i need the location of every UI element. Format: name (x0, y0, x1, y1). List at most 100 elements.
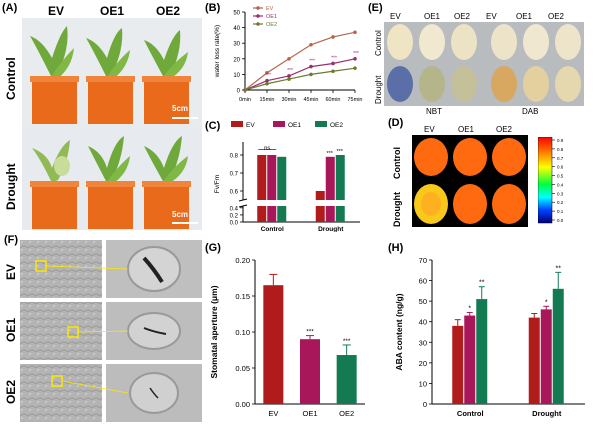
chart-water-loss: 0 10 20 30 40 50 0min 15min 30min 45min 60min 75min… (214, 6, 363, 103)
y-tick-label: 20 (233, 57, 240, 63)
y-tick-label: 0.10 (235, 328, 250, 337)
significance-mark: *** (287, 68, 293, 74)
d-col-oe2: OE2 (496, 125, 513, 134)
y-tick-label: 0.7 (230, 172, 239, 178)
bar-oe2-lower (277, 206, 287, 222)
bar-ev-upper (315, 191, 325, 200)
dab-control-leaves (491, 24, 581, 60)
stain-label-nbt: NBT (426, 107, 442, 116)
panel-b: (B) 0 10 20 30 40 50 0min 15min 30min 45min 60min 7… (205, 0, 365, 118)
e-row-control: Control (374, 30, 383, 56)
axis-break (238, 198, 248, 202)
x-tick-label: 75min (348, 97, 363, 103)
colorbar-tick-label: 0.4 (557, 182, 564, 187)
legend-swatch-oe1 (273, 121, 285, 127)
significance-mark: ** (556, 265, 562, 272)
point-oe2 (243, 88, 247, 92)
fvfm-drought-leaves (414, 184, 526, 224)
legend-label-ev: EV (246, 122, 255, 129)
fvfm-control-leaves (414, 138, 526, 176)
y-tick-label: 0.6 (230, 190, 239, 196)
x-tick-label: OE2 (339, 409, 354, 418)
scale-bar-label-control: 5cm (172, 104, 189, 113)
x-tick-label: Drought (532, 409, 562, 418)
y-tick-label: 10 (233, 73, 240, 79)
d-row-control: Control (392, 147, 402, 179)
sem-row-ev (20, 240, 202, 298)
bar-ev-upper (257, 155, 267, 200)
x-tick-label: 0min (239, 97, 251, 103)
y-tick-label: 30 (233, 42, 240, 48)
plant-drought-oe1 (86, 136, 135, 229)
point-ev (331, 35, 335, 39)
bar-oe1-lower (267, 206, 277, 222)
bar-oe2-lower (335, 206, 345, 222)
point-oe2 (353, 66, 357, 70)
axis-break (238, 204, 248, 208)
bar-ev-drought (528, 317, 540, 404)
colorbar-tick-label: 0.8 (557, 147, 564, 152)
legend-marker-oe2 (256, 22, 260, 26)
bar-ev-lower (315, 206, 325, 222)
significance-mark: * (468, 305, 471, 312)
y-tick-label: 50 (233, 11, 240, 17)
chart-fvfm: 0.0 0.20.4 0.6 0.7 0.8 Fv/Fm EV OE1 OE2 Control Dr… (214, 121, 360, 232)
bar-oe2-upper (277, 156, 287, 200)
e-col-3: EV (486, 12, 497, 21)
x-tick-label: 60min (326, 97, 341, 103)
bar-oe1-control (464, 315, 476, 404)
colorbar-tick-label: 0.2 (557, 200, 564, 205)
y-tick-label: 0.2 (230, 213, 239, 219)
x-tick-label: Control (457, 409, 484, 418)
legend-label-oe2: OE2 (330, 122, 343, 129)
point-oe1 (353, 57, 357, 61)
panel-g: (G) 0.00 0.05 0.10 0.15 0.20 Stomatal apertur… (205, 240, 373, 427)
point-ev (287, 57, 291, 61)
y-tick-label: 40 (419, 318, 427, 327)
stain-label-dab: DAB (522, 107, 539, 116)
d-col-oe1: OE1 (458, 125, 475, 134)
e-col-4: OE1 (516, 12, 533, 21)
row-drought: Drought (4, 163, 18, 210)
colorbar-tick-label: 0.7 (557, 156, 564, 161)
significance-mark: *** (353, 51, 359, 57)
y-axis-label: Stomatal aperture (μm) (209, 285, 219, 378)
significance-mark: *** (309, 59, 315, 65)
significance-mark: *** (337, 149, 344, 155)
colorbar-tick-label: 0.0 (557, 218, 564, 223)
e-col-0: EV (390, 12, 401, 21)
e-col-1: OE1 (424, 12, 441, 21)
significance-mark: *** (306, 329, 314, 336)
y-tick-label: 0.20 (235, 256, 250, 265)
fvfm-images (412, 135, 528, 227)
f-row-oe1: OE1 (4, 317, 18, 342)
row-control: Control (4, 57, 18, 100)
dab-drought-leaves (491, 66, 581, 102)
significance-mark: *** (265, 73, 271, 79)
series-line-oe1 (244, 58, 356, 91)
legend-label-ev: EV (266, 6, 274, 12)
point-oe2 (265, 81, 269, 86)
bar-oe1-drought (540, 309, 552, 404)
panel-label-e: (E) (368, 2, 383, 14)
x-tick-label: Control (261, 226, 284, 232)
f-row-ev: EV (4, 263, 18, 280)
y-tick-label: 0.00 (235, 400, 250, 409)
bar-oe1-upper (267, 155, 277, 200)
panel-label-b: (B) (205, 2, 221, 14)
colorbar-tick-label: 0.6 (557, 165, 564, 170)
panel-f: (F) EV OE1 OE2 (0, 232, 205, 427)
bar-oe2 (336, 355, 357, 404)
y-tick-label: 0.15 (235, 292, 250, 301)
y-tick-label: 30 (419, 338, 427, 347)
significance-mark: * (545, 299, 548, 306)
panel-d: (D) EV OE1 OE2 Control Drought (368, 115, 599, 232)
colorbar: 0.9 0.8 0.7 0.6 0.5 0.4 0.3 0.2 0.1 0.0 (538, 137, 564, 224)
bar-ev-lower (257, 206, 267, 222)
y-tick-label: 0.8 (230, 154, 239, 160)
y-tick-label: 10 (419, 379, 427, 388)
y-axis-label: water loss rate(%) (214, 25, 221, 78)
y-axis-label: Fv/Fm (214, 175, 221, 193)
bar-ev (263, 285, 284, 404)
y-tick-label: 0 (237, 89, 241, 95)
